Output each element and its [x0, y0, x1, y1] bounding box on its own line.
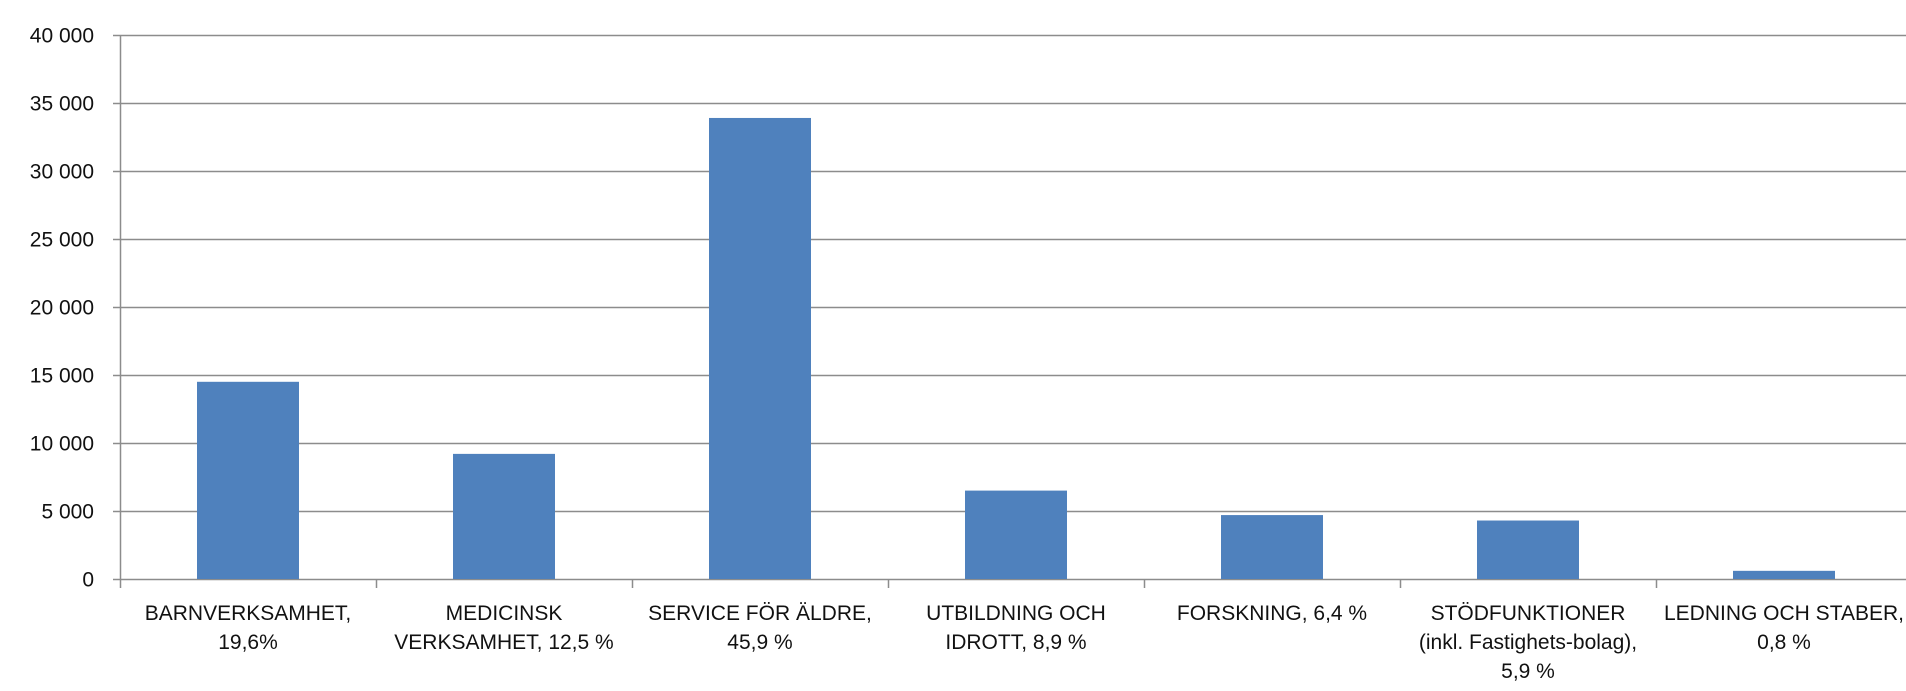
category-label: STÖDFUNKTIONER (inkl. Fastighets-bolag), 5…: [1419, 602, 1637, 683]
bar: [197, 381, 299, 579]
bar: [453, 453, 555, 579]
category-label: LEDNING OCH STABER, 0,8 %: [1664, 602, 1904, 654]
category-label-line: FORSKNING, 6,4 %: [1177, 602, 1367, 625]
category-label-line: 5,9 %: [1501, 660, 1555, 683]
category-label-line: IDROTT, 8,9 %: [945, 631, 1086, 654]
category-label-line: 45,9 %: [727, 631, 792, 654]
y-tick-label: 15 000: [30, 365, 94, 388]
gridlines: [120, 34, 1906, 513]
y-tick-label: 0: [82, 569, 94, 592]
y-tick-label: 25 000: [30, 229, 94, 252]
category-label-line: LEDNING OCH STABER,: [1664, 602, 1904, 625]
category-label: UTBILDNING OCH IDROTT, 8,9 %: [926, 602, 1106, 654]
category-label-line: UTBILDNING OCH: [926, 602, 1106, 625]
category-label-line: 0,8 %: [1757, 631, 1811, 654]
category-label-line: MEDICINSK: [446, 602, 563, 625]
y-tick-label: 10 000: [30, 433, 94, 456]
y-tick-label: 20 000: [30, 297, 94, 320]
bar: [1733, 570, 1835, 579]
bar: [1477, 520, 1579, 579]
y-tick-label: 30 000: [30, 161, 94, 184]
y-tick-labels: 0 5 000 10 000 15 000 20 000 25 000 30 000 35 0…: [30, 25, 94, 592]
category-label-line: BARNVERKSAMHET,: [145, 602, 352, 625]
y-tick-label: 40 000: [30, 25, 94, 48]
category-label-line: 19,6%: [218, 631, 278, 654]
category-label-line: SERVICE FÖR ÄLDRE,: [648, 602, 872, 625]
bar: [1221, 515, 1323, 579]
y-tick-label: 5 000: [41, 501, 94, 524]
category-label: FORSKNING, 6,4 %: [1177, 602, 1367, 625]
bar: [709, 117, 811, 580]
category-labels: BARNVERKSAMHET, 19,6% MEDICINSK VERKSAMHET,…: [145, 602, 1904, 683]
category-label: SERVICE FÖR ÄLDRE, 45,9 %: [648, 602, 872, 654]
category-label-line: (inkl. Fastighets-bolag),: [1419, 631, 1637, 654]
y-tick-label: 35 000: [30, 93, 94, 116]
category-label-line: VERKSAMHET, 12,5 %: [394, 631, 613, 654]
bars: [197, 117, 1835, 580]
category-label-line: STÖDFUNKTIONER: [1431, 602, 1626, 625]
bar: [965, 490, 1067, 579]
category-label: BARNVERKSAMHET, 19,6%: [145, 602, 352, 654]
category-label: MEDICINSK VERKSAMHET, 12,5 %: [394, 602, 613, 654]
axes: [113, 34, 1906, 588]
